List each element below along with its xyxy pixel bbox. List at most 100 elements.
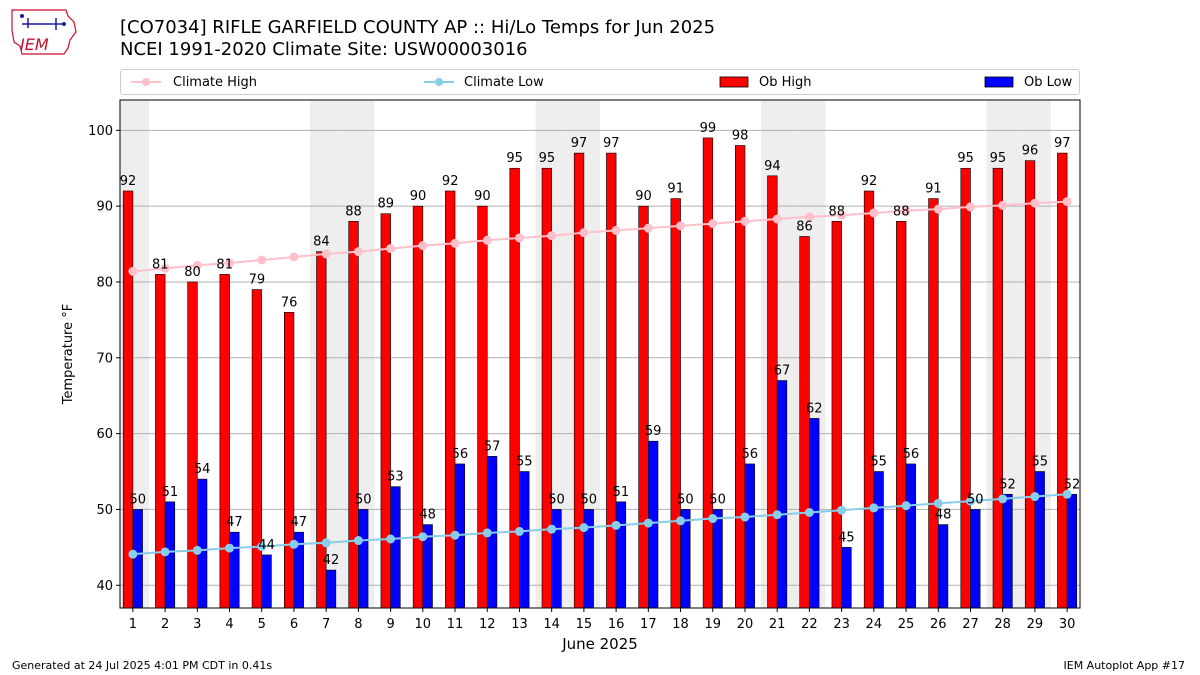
- ob-high-bar: [445, 190, 456, 609]
- climate-high-point: [708, 219, 718, 229]
- ob-high-label: 97: [571, 136, 588, 151]
- ob-high-bar: [863, 190, 875, 609]
- climate-low-point: [418, 532, 428, 542]
- x-tick-label: 6: [290, 617, 298, 632]
- chart-title: [CO7034] RIFLE GARFIELD COUNTY AP :: Hi/…: [120, 17, 716, 38]
- ob-high-label: 92: [861, 174, 878, 189]
- climate-high-point: [1062, 197, 1072, 207]
- x-tick-label: 22: [801, 617, 818, 632]
- climate-high-point: [353, 247, 363, 257]
- climate-low-point: [965, 496, 975, 506]
- ob-high-bar: [477, 205, 488, 609]
- ob-low-label: 50: [709, 492, 726, 507]
- footer-app: IEM Autoplot App #17: [1063, 659, 1186, 672]
- climate-high-point: [901, 206, 911, 216]
- climate-low-point: [837, 505, 847, 515]
- ob-high-bar: [831, 221, 842, 609]
- climate-low-point: [676, 516, 686, 526]
- weekend-band: [793, 100, 826, 608]
- iem-logo: IEM: [11, 9, 77, 55]
- x-tick-label: 26: [930, 617, 947, 632]
- climate-low-point: [160, 547, 170, 557]
- ob-high-label: 90: [635, 189, 652, 204]
- ob-low-label: 47: [226, 515, 243, 530]
- ob-high-label: 99: [700, 121, 717, 136]
- ob-low-bar: [809, 418, 820, 609]
- climate-high-point: [933, 204, 943, 214]
- ob-low-label: 55: [1031, 455, 1048, 470]
- climate-low-point: [643, 518, 653, 528]
- x-tick-label: 1: [129, 617, 137, 632]
- x-tick-label: 24: [866, 617, 883, 632]
- plot-frame: [119, 99, 1081, 609]
- climate-high-point: [611, 225, 621, 235]
- climate-low-line: [132, 493, 1068, 556]
- ob-high-label: 95: [957, 151, 974, 166]
- ob-high-bar: [283, 311, 295, 609]
- ob-low-label: 57: [484, 439, 501, 454]
- x-tick-label: 15: [576, 617, 593, 632]
- climate-high-point: [450, 238, 460, 248]
- ob-high-bar: [412, 205, 424, 609]
- climate-high-point: [804, 212, 814, 222]
- x-tick-label: 19: [704, 617, 721, 632]
- ob-high-label: 97: [603, 136, 620, 151]
- ob-low-bar: [744, 463, 755, 609]
- y-tick-label: 40: [96, 579, 113, 594]
- ob-low-label: 48: [935, 508, 952, 523]
- ob-low-bar: [648, 440, 659, 609]
- ob-low-label: 55: [516, 455, 533, 470]
- climate-low-point: [611, 520, 621, 530]
- climate-high-point: [192, 260, 202, 270]
- x-tick-label: 16: [608, 617, 625, 632]
- ob-high-bar: [541, 167, 552, 609]
- ob-low-bar: [325, 569, 337, 609]
- ob-low-label: 50: [129, 492, 146, 507]
- ob-low-label: 67: [774, 364, 791, 379]
- ob-high-label: 80: [184, 265, 201, 280]
- ob-low-label: 47: [291, 515, 308, 530]
- y-tick-label: 70: [96, 351, 113, 366]
- x-tick-label: 14: [543, 617, 560, 632]
- ob-low-label: 55: [870, 455, 887, 470]
- climate-low-point: [772, 510, 782, 520]
- climate-low-point: [225, 543, 235, 553]
- climate-low-point: [289, 539, 299, 549]
- ob-low-bar: [454, 463, 465, 609]
- climate-high-point: [643, 223, 653, 233]
- ob-high-label: 81: [152, 257, 169, 272]
- chart-subtitle: NCEI 1991-2020 Climate Site: USW00003016: [120, 39, 528, 60]
- climate-low-point: [514, 526, 524, 536]
- ob-low-bar: [519, 471, 530, 609]
- ob-low-bar: [1066, 493, 1078, 609]
- ob-low-bar: [390, 486, 401, 609]
- x-tick-label: 3: [193, 617, 201, 632]
- climate-low-point: [1030, 492, 1040, 502]
- ob-high-bar: [251, 289, 263, 609]
- x-axis-label: June 2025: [561, 635, 638, 653]
- climate-high-point: [740, 216, 750, 226]
- ob-high-bar: [316, 251, 327, 609]
- x-tick-label: 8: [354, 617, 362, 632]
- x-tick-label: 28: [994, 617, 1011, 632]
- ob-high-bar: [187, 281, 198, 609]
- ob-high-bar: [638, 205, 649, 609]
- climate-high-point: [418, 241, 428, 251]
- ob-low-label: 45: [838, 530, 855, 545]
- climate-low-point: [257, 542, 267, 552]
- ob-low-bar: [358, 509, 369, 609]
- ob-low-bar: [776, 380, 788, 609]
- ob-high-label: 95: [539, 151, 556, 166]
- ob-low-label: 59: [645, 424, 662, 439]
- ob-high-label: 92: [442, 174, 459, 189]
- x-tick-label: 9: [386, 617, 394, 632]
- ob-low-label: 50: [967, 492, 984, 507]
- ob-low-label: 42: [323, 553, 340, 568]
- x-tick-label: 13: [511, 617, 528, 632]
- weekend-band: [342, 100, 375, 608]
- ob-high-label: 88: [829, 204, 846, 219]
- climate-low-point: [192, 545, 202, 555]
- ob-low-label: 50: [580, 492, 597, 507]
- ob-low-bar: [1002, 493, 1013, 609]
- ob-low-bar: [680, 509, 691, 609]
